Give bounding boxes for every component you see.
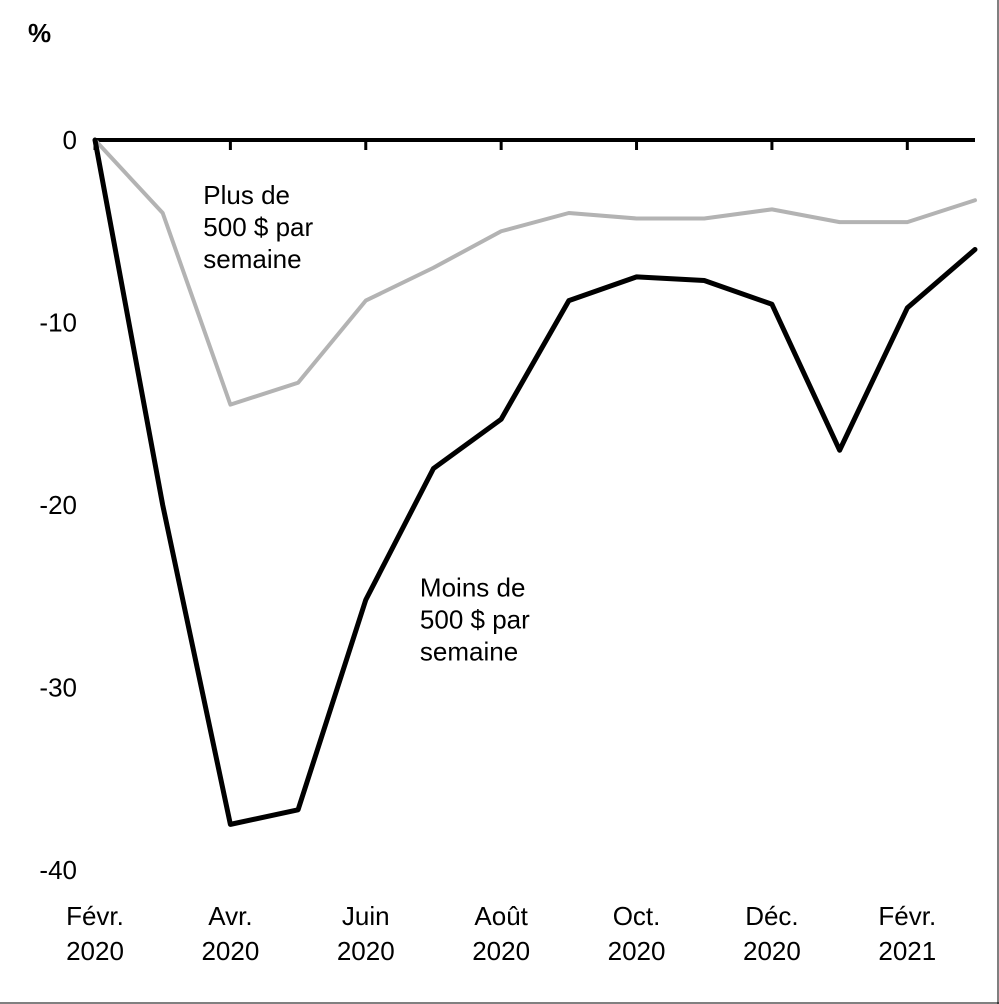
y-axis-unit-label: % [28,18,51,48]
series-label-plus_500: Plus de [203,180,290,210]
x-tick-label-line2: 2020 [66,936,124,966]
x-tick-label-line1: Déc. [745,901,798,931]
x-tick-label-line1: Avr. [208,901,252,931]
series-label-moins_500: 500 $ par [420,604,530,634]
x-tick-label-line1: Févr. [878,901,936,931]
y-tick-label: 0 [63,125,77,155]
x-tick-label-line2: 2020 [337,936,395,966]
series-label-plus_500: semaine [203,244,301,274]
x-tick-label-line2: 2021 [878,936,936,966]
x-tick-label-line1: Oct. [613,901,661,931]
x-tick-label-line2: 2020 [743,936,801,966]
series-line-moins_500 [95,140,975,824]
y-tick-label: -30 [39,673,77,703]
x-tick-label-line1: Août [474,901,528,931]
x-tick-label-line1: Juin [342,901,390,931]
x-tick-label-line2: 2020 [608,936,666,966]
y-tick-label: -20 [39,490,77,520]
y-tick-label: -40 [39,855,77,885]
x-tick-label-line2: 2020 [201,936,259,966]
series-label-moins_500: Moins de [420,572,526,602]
x-tick-label-line1: Févr. [66,901,124,931]
chart-svg: % 0 -10 -20 -30 -40 Févr. 2020 Avr. 2020 Juin 2020 A… [0,0,999,1004]
x-tick-label-line2: 2020 [472,936,530,966]
series-label-moins_500: semaine [420,636,518,666]
series-label-plus_500: 500 $ par [203,212,313,242]
y-tick-label: -10 [39,308,77,338]
line-chart: % 0 -10 -20 -30 -40 Févr. 2020 Avr. 2020 Juin 2020 A… [0,0,999,1004]
